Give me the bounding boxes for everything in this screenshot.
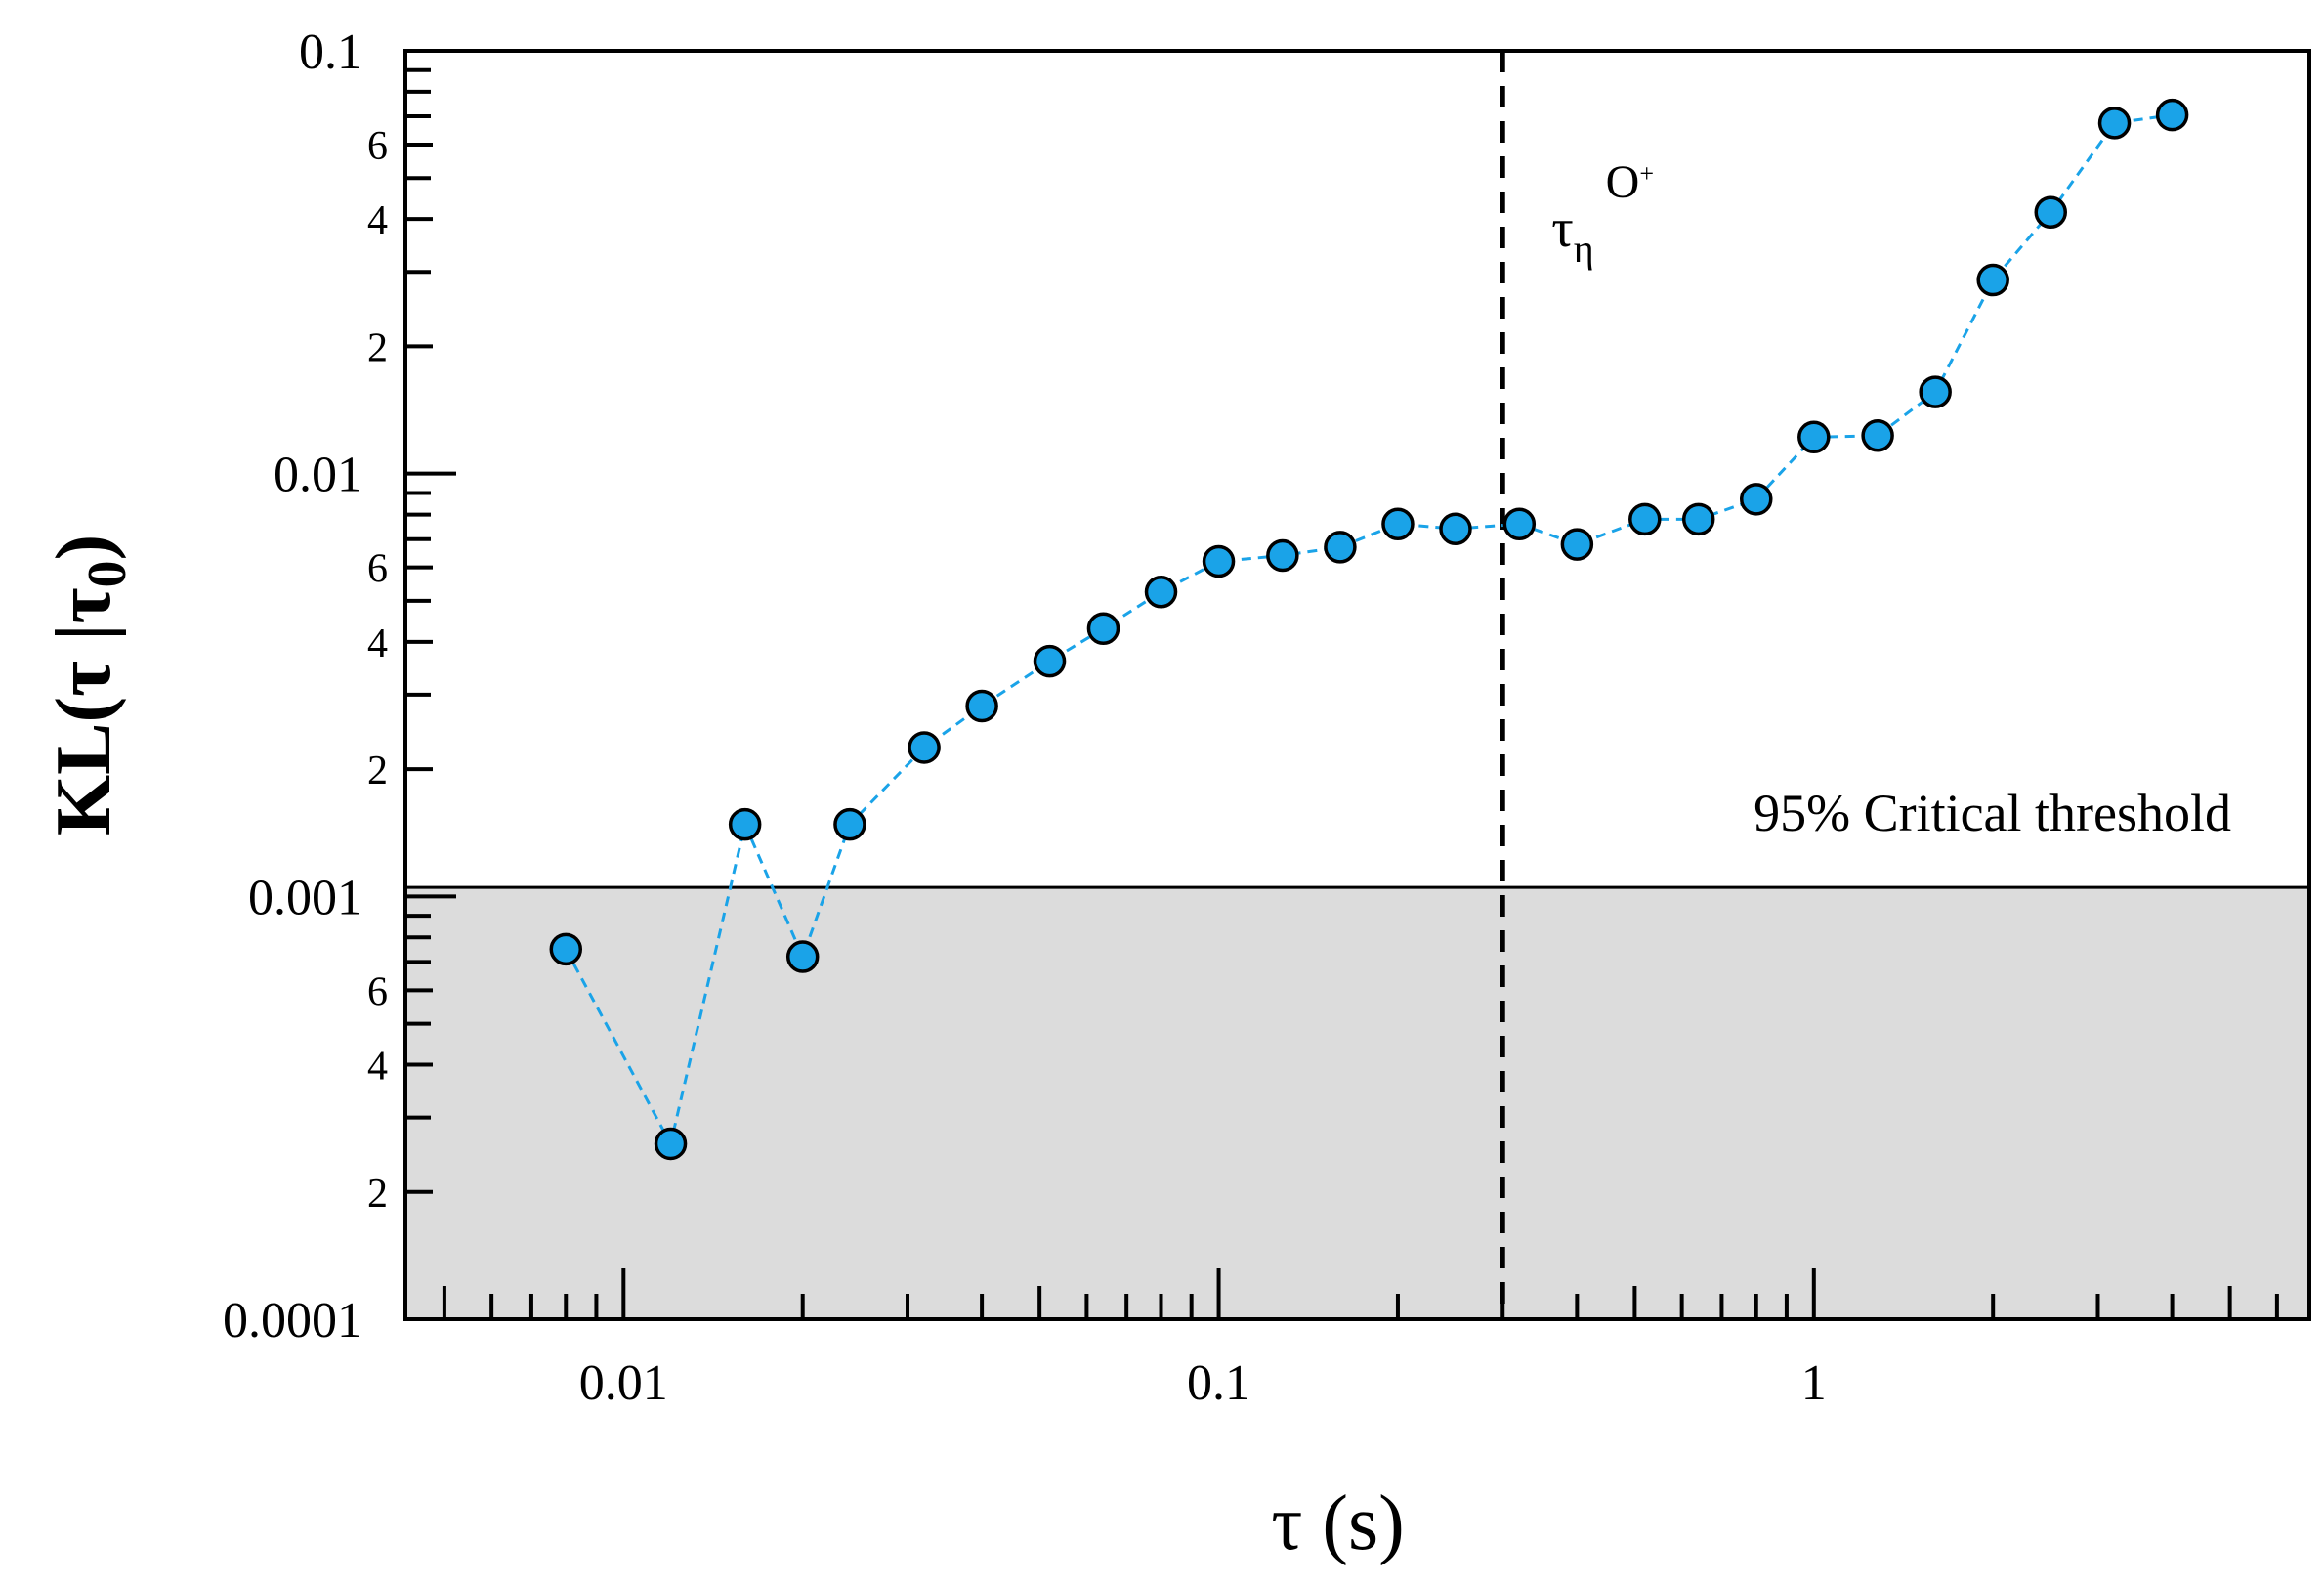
data-point — [1439, 512, 1472, 545]
data-point — [1919, 375, 1952, 408]
vertical-marker-label-super: O — [1606, 156, 1640, 208]
y-major-tick-label: 0.1 — [299, 24, 362, 80]
series-line — [564, 113, 2173, 1148]
y-axis-title-close: ) — [41, 535, 127, 561]
data-point — [654, 1127, 688, 1161]
y-minor-tick-label: 2 — [367, 749, 388, 793]
data-point — [1681, 502, 1715, 536]
data-point — [1797, 420, 1831, 454]
y-minor-tick-label: 2 — [367, 1172, 388, 1217]
data-point — [1202, 544, 1236, 578]
data-point — [1144, 575, 1178, 609]
data-point — [2097, 107, 2132, 140]
x-axis-title: τ (s) — [1271, 1480, 1405, 1566]
data-point — [1086, 612, 1120, 646]
y-major-tick-label: 0.01 — [274, 448, 362, 503]
data-point — [728, 807, 762, 841]
y-major-tick-label: 0.001 — [248, 870, 362, 925]
vertical-marker-label-sub: η — [1574, 227, 1594, 271]
y-axis-title-sub: 0 — [77, 561, 138, 588]
data-point — [965, 689, 998, 723]
threshold-label: 95% Critical threshold — [1754, 784, 2231, 842]
y-minor-tick-label: 4 — [367, 621, 388, 666]
data-point — [2034, 195, 2067, 230]
x-major-tick-label: 0.1 — [1187, 1355, 1250, 1411]
data-point — [1560, 528, 1594, 561]
data-point — [1740, 483, 1773, 516]
vertical-marker-label: τηO+ — [1551, 156, 1654, 271]
x-major-tick-label: 1 — [1801, 1355, 1827, 1411]
series-markers-group — [549, 98, 2189, 1161]
tick-labels-group: 2 4 6 2 4 6 2 4 6 0.0001 0.001 0.01 0.1 0.01 0.1 1 — [223, 24, 1827, 1411]
data-point — [1324, 531, 1357, 564]
y-minor-tick-label: 4 — [367, 198, 388, 243]
data-point — [833, 807, 866, 841]
data-point — [2155, 98, 2189, 132]
data-point — [785, 940, 820, 973]
y-axis-title: KL(τ |τ0) — [41, 535, 138, 835]
y-minor-tick-label: 6 — [367, 547, 388, 592]
series-line-group — [564, 113, 2173, 1148]
threshold-region — [405, 887, 2309, 1319]
data-point — [1266, 538, 1299, 573]
y-minor-tick-label: 6 — [367, 969, 388, 1014]
data-point — [1033, 644, 1067, 678]
vertical-marker-label-main: τ — [1551, 198, 1574, 259]
y-minor-tick-label: 4 — [367, 1045, 388, 1090]
data-point — [549, 932, 583, 966]
y-minor-tick-label: 2 — [367, 325, 388, 370]
data-point — [1628, 502, 1662, 536]
y-major-tick-label: 0.0001 — [223, 1293, 362, 1349]
vertical-marker-label-plus: + — [1639, 159, 1654, 188]
y-axis-title-main: KL(τ |τ — [41, 588, 127, 836]
data-point — [1502, 507, 1537, 540]
y-minor-tick-label: 6 — [367, 124, 388, 169]
tick-group — [405, 49, 2279, 1321]
plot-frame — [403, 49, 2311, 1321]
data-point — [1976, 263, 2009, 297]
x-major-tick-label: 0.01 — [579, 1355, 668, 1411]
data-point — [1381, 507, 1415, 540]
data-point — [1861, 419, 1894, 452]
data-point — [908, 731, 941, 764]
